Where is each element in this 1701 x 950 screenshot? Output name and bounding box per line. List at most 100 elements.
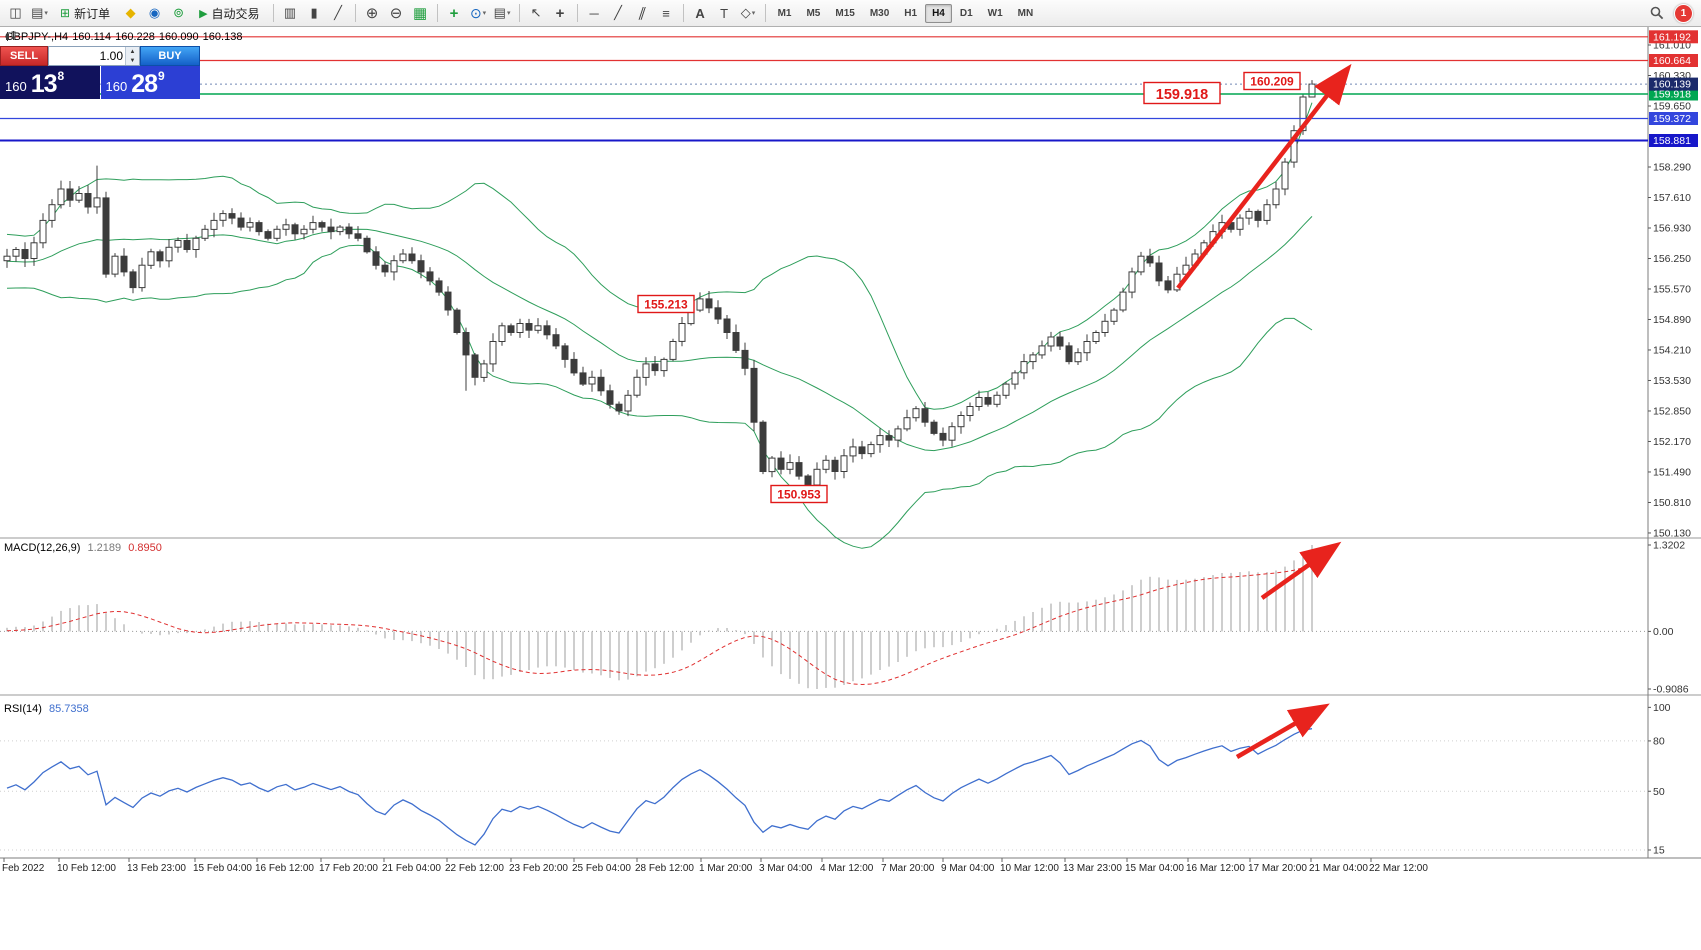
svg-text:159.650: 159.650	[1653, 100, 1691, 112]
macd-label: MACD(12,26,9) 1.2189 0.8950	[4, 542, 162, 554]
timeframe-mn[interactable]: MN	[1017, 7, 1034, 19]
svg-text:159.918: 159.918	[1653, 88, 1691, 100]
svg-text:158.881: 158.881	[1653, 135, 1691, 147]
svg-text:152.170: 152.170	[1653, 436, 1691, 448]
macd-signal-value: 0.8950	[128, 542, 162, 554]
notification-badge[interactable]: 1	[1674, 3, 1693, 23]
new-chart-icon[interactable]: ◫	[9, 5, 22, 20]
search-icon[interactable]	[1645, 2, 1668, 24]
svg-text:80: 80	[1653, 735, 1665, 747]
toolbar-separator	[436, 4, 438, 22]
timeframe-m1[interactable]: M1	[777, 7, 792, 19]
periods-icon[interactable]: ⊙ ▾	[469, 4, 487, 21]
svg-text:15: 15	[1653, 844, 1665, 856]
time-axis: Feb 2022 10 Feb 12:00 13 Feb 23:00 15 Feb 0…	[2, 858, 1428, 874]
new-order-label: 新订单	[74, 6, 111, 21]
bar-chart-type-icon[interactable]: ▥	[283, 5, 297, 20]
buy-price[interactable]: 160 28 9	[100, 66, 200, 99]
svg-text:160.664: 160.664	[1653, 55, 1691, 67]
svg-text:150.130: 150.130	[1653, 527, 1691, 539]
svg-text:4 Mar 12:00: 4 Mar 12:00	[820, 863, 874, 874]
svg-text:17 Feb 20:00: 17 Feb 20:00	[319, 863, 378, 874]
lot-size-input[interactable]	[49, 47, 125, 65]
timeframe-w1[interactable]: W1	[987, 7, 1003, 19]
profiles-icon[interactable]: ▤ ▾	[31, 5, 48, 20]
label-tool-icon[interactable]: T	[720, 5, 729, 21]
svg-text:50: 50	[1653, 786, 1665, 798]
cursor-icon[interactable]: ↖	[530, 5, 542, 20]
ohlc-close: 160.138	[202, 31, 243, 43]
lot-size-stepper[interactable]: ▲ ▼	[125, 47, 139, 65]
svg-text:1 Mar 20:00: 1 Mar 20:00	[699, 863, 753, 874]
buy-button[interactable]: BUY	[140, 46, 200, 66]
metaeditor-icon[interactable]: ◆	[125, 5, 136, 20]
ohlc-low: 160.090	[158, 31, 199, 43]
toolbar-separator	[576, 4, 578, 22]
zoom-in-icon[interactable]: ⊕	[365, 5, 379, 22]
main-toolbar: ◫ ▤ ▾ ⊞ 新订单 ◆ ◉ ⊚ ▶ 自动交易 ▥ ▮ ╱ ⊕ ⊖ ▦ + ⊙ ▾…	[0, 0, 1701, 27]
svg-text:10 Feb 12:00: 10 Feb 12:00	[57, 863, 116, 874]
toolbar-separator	[764, 4, 766, 22]
new-order-icon: ⊞	[60, 6, 71, 20]
chart-symbol-icon	[6, 31, 16, 41]
timeframe-h4[interactable]: H4	[925, 3, 952, 23]
svg-text:10 Mar 12:00: 10 Mar 12:00	[1000, 863, 1059, 874]
svg-text:15 Mar 04:00: 15 Mar 04:00	[1125, 863, 1184, 874]
candles	[3, 80, 1316, 497]
rsi-value: 85.7358	[48, 703, 89, 715]
svg-text:7 Mar 20:00: 7 Mar 20:00	[881, 863, 935, 874]
add-indicator-icon[interactable]: +	[449, 4, 459, 22]
templates-icon[interactable]: ▤ ▾	[493, 5, 511, 20]
svg-text:28 Feb 12:00: 28 Feb 12:00	[635, 863, 694, 874]
macd-panel: 1.3202 0.00 -0.9086	[0, 540, 1689, 696]
price-chart-canvas[interactable]: 161.010160.330159.650158.290157.610156.9…	[0, 27, 1701, 950]
strategy-tester-icon[interactable]: ◉	[148, 5, 161, 20]
timeframe-m5[interactable]: M5	[806, 7, 821, 19]
bollinger-bands	[6, 102, 1313, 549]
timeframe-d1[interactable]: D1	[959, 7, 973, 19]
ohlc-open: 160.114	[72, 31, 112, 43]
svg-text:0.00: 0.00	[1653, 626, 1674, 638]
svg-text:25 Feb 04:00: 25 Feb 04:00	[572, 863, 631, 874]
new-order-button[interactable]: ⊞ 新订单	[52, 3, 118, 23]
sell-button[interactable]: SELL	[0, 46, 48, 66]
horizontal-line-tool-icon[interactable]: ─	[589, 5, 599, 21]
sell-price-pip: 8	[57, 69, 65, 83]
svg-text:154.210: 154.210	[1653, 344, 1691, 356]
chart-area: 161.010 160.330 159.650 158.290 157.610 156.9…	[0, 27, 1701, 950]
svg-text:9 Mar 04:00: 9 Mar 04:00	[941, 863, 995, 874]
svg-text:23 Feb 20:00: 23 Feb 20:00	[509, 863, 568, 874]
chart-title: GBPJPY-,H4 160.114 160.228 160.090 160.1…	[5, 31, 242, 43]
auto-trading-label: 自动交易	[211, 6, 260, 21]
lot-decrease-icon[interactable]: ▼	[126, 56, 139, 65]
auto-trading-button[interactable]: ▶ 自动交易	[191, 3, 267, 23]
chevron-down-icon: ▾	[482, 10, 487, 17]
text-tool-icon[interactable]: A	[695, 5, 705, 21]
channel-tool-icon[interactable]: ∥	[636, 5, 648, 20]
svg-text:158.290: 158.290	[1653, 161, 1691, 173]
toolbar-separator	[518, 4, 520, 22]
svg-text:100: 100	[1653, 702, 1671, 714]
sell-price[interactable]: 160 13 8	[0, 66, 100, 99]
lot-size-box: ▲ ▼	[48, 46, 140, 66]
tile-windows-icon[interactable]: ▦	[412, 5, 428, 22]
svg-text:Feb 2022: Feb 2022	[2, 863, 45, 874]
buy-price-pip: 9	[158, 69, 165, 83]
fibonacci-tool-icon[interactable]: ≡	[662, 5, 670, 21]
timeframe-h1[interactable]: H1	[904, 7, 918, 19]
crosshair-icon[interactable]: +	[555, 4, 565, 22]
timeframe-m30[interactable]: M30	[869, 7, 890, 19]
line-chart-type-icon[interactable]: ╱	[334, 5, 342, 20]
symbol-period-label: GBPJPY-,H4	[5, 31, 69, 43]
shapes-tool-icon[interactable]: ◇ ▾	[740, 5, 756, 20]
lot-increase-icon[interactable]: ▲	[126, 47, 139, 56]
svg-text:156.930: 156.930	[1653, 222, 1691, 234]
buy-price-base: 160	[105, 79, 128, 94]
help-icon[interactable]: ⊚	[173, 5, 185, 20]
zoom-out-icon[interactable]: ⊖	[389, 5, 403, 22]
trendline-tool-icon[interactable]: ╱	[614, 5, 622, 20]
timeframe-m15[interactable]: M15	[835, 7, 855, 19]
price-axis: 161.010160.330159.650158.290157.610156.9…	[1648, 30, 1698, 539]
candlestick-type-icon[interactable]: ▮	[310, 5, 318, 20]
toolbar-separator	[682, 4, 684, 22]
